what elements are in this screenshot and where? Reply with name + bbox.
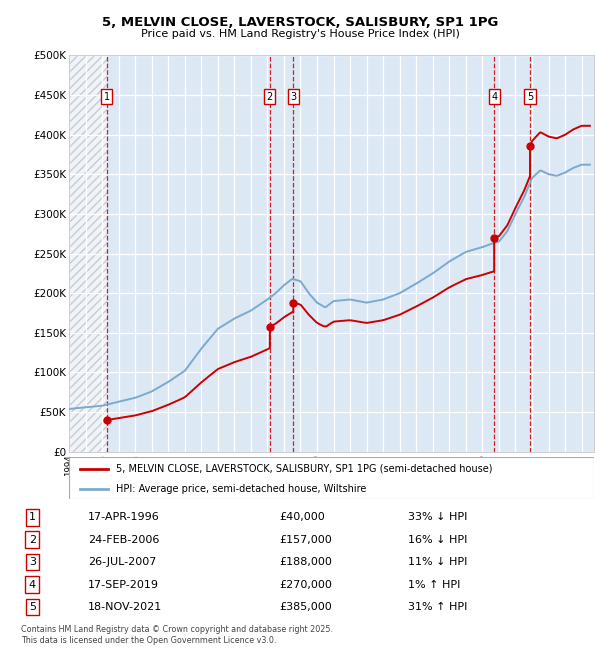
Text: 26-JUL-2007: 26-JUL-2007	[88, 557, 156, 567]
Text: 31% ↑ HPI: 31% ↑ HPI	[408, 602, 467, 612]
Text: £270,000: £270,000	[280, 580, 332, 590]
Text: Price paid vs. HM Land Registry's House Price Index (HPI): Price paid vs. HM Land Registry's House …	[140, 29, 460, 39]
Text: 1: 1	[29, 512, 36, 522]
Text: 2: 2	[267, 92, 273, 102]
Bar	[69, 55, 107, 452]
Text: 4: 4	[491, 92, 497, 102]
Text: 1% ↑ HPI: 1% ↑ HPI	[408, 580, 460, 590]
FancyBboxPatch shape	[69, 457, 594, 499]
Text: 3: 3	[290, 92, 296, 102]
Text: 4: 4	[29, 580, 36, 590]
Text: 2: 2	[29, 535, 36, 545]
Text: 5, MELVIN CLOSE, LAVERSTOCK, SALISBURY, SP1 1PG (semi-detached house): 5, MELVIN CLOSE, LAVERSTOCK, SALISBURY, …	[116, 464, 493, 474]
Text: 3: 3	[29, 557, 36, 567]
Text: 5, MELVIN CLOSE, LAVERSTOCK, SALISBURY, SP1 1PG: 5, MELVIN CLOSE, LAVERSTOCK, SALISBURY, …	[102, 16, 498, 29]
Text: £188,000: £188,000	[280, 557, 332, 567]
Text: £385,000: £385,000	[280, 602, 332, 612]
Text: 18-NOV-2021: 18-NOV-2021	[88, 602, 162, 612]
Text: £40,000: £40,000	[280, 512, 325, 522]
Text: 17-SEP-2019: 17-SEP-2019	[88, 580, 158, 590]
Text: 24-FEB-2006: 24-FEB-2006	[88, 535, 159, 545]
Text: 17-APR-1996: 17-APR-1996	[88, 512, 160, 522]
Text: 16% ↓ HPI: 16% ↓ HPI	[408, 535, 467, 545]
Text: £157,000: £157,000	[280, 535, 332, 545]
Text: 33% ↓ HPI: 33% ↓ HPI	[408, 512, 467, 522]
Text: 11% ↓ HPI: 11% ↓ HPI	[408, 557, 467, 567]
Text: 5: 5	[527, 92, 533, 102]
Text: 1: 1	[104, 92, 110, 102]
Text: Contains HM Land Registry data © Crown copyright and database right 2025.
This d: Contains HM Land Registry data © Crown c…	[21, 625, 333, 645]
Text: HPI: Average price, semi-detached house, Wiltshire: HPI: Average price, semi-detached house,…	[116, 484, 367, 493]
Text: 5: 5	[29, 602, 36, 612]
